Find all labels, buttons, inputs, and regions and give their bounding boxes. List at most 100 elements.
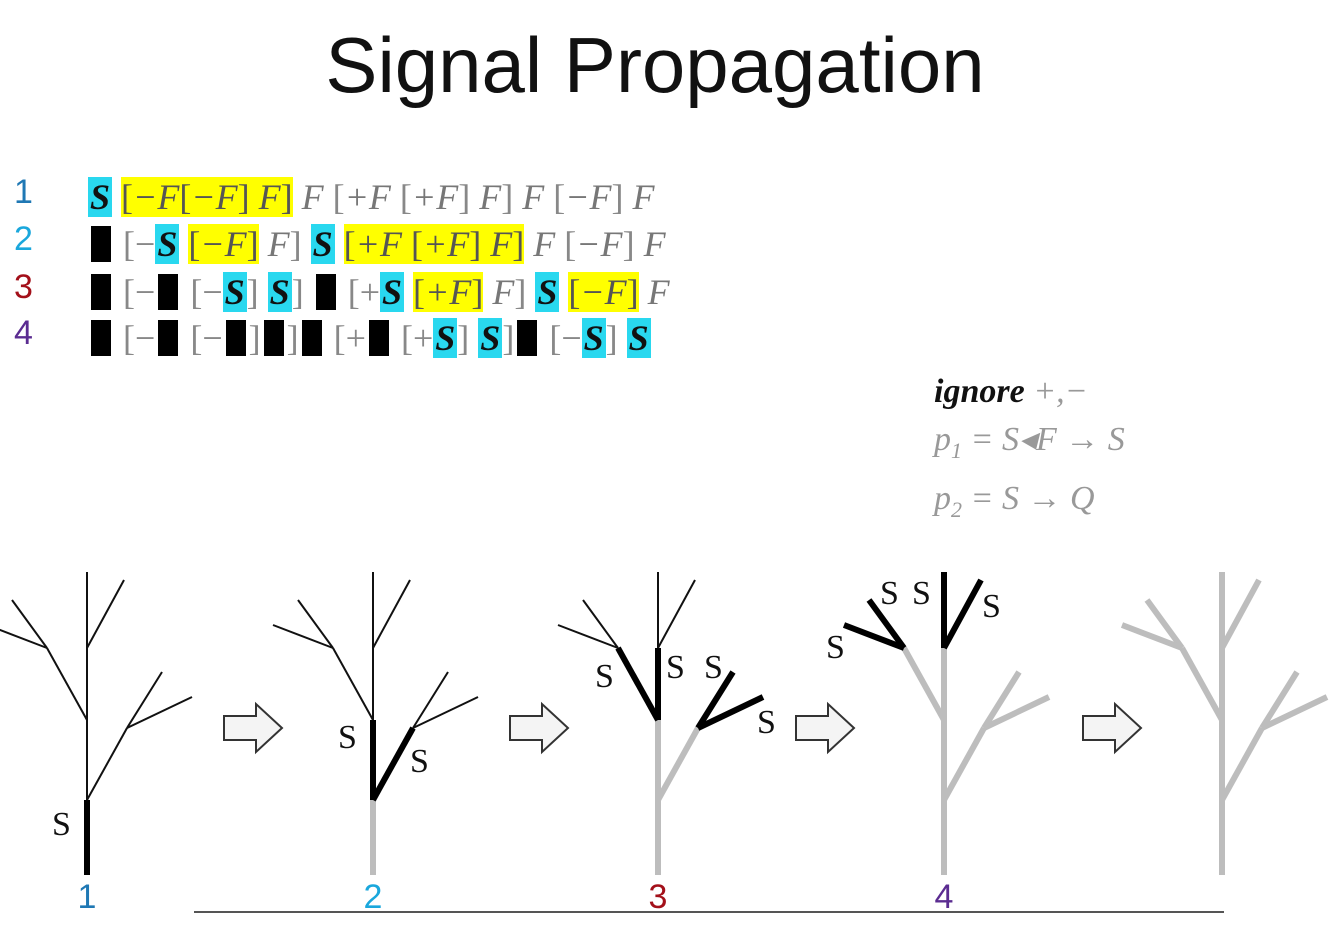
transition-arrow-icon (223, 701, 284, 755)
bracket-symbol: [ (401, 224, 423, 264)
branch-segment (412, 696, 479, 729)
highlight-group: [+F] (413, 272, 484, 312)
row-number: 1 (14, 173, 33, 211)
signal-symbol: S (88, 177, 113, 217)
quiescent-block (91, 274, 111, 310)
segment-symbol: −F (133, 177, 180, 217)
bracket-symbol: [ (544, 177, 566, 217)
bracket-symbol: [ (338, 272, 360, 312)
branch-segment (126, 696, 193, 729)
signal-label: S (704, 649, 723, 686)
branch-segment (11, 599, 48, 649)
branch-segment (866, 598, 907, 650)
bracket-symbol: ] (291, 272, 304, 312)
bracket-symbol: + (412, 318, 434, 358)
branch-segment (1219, 578, 1262, 650)
highlight-group: [−F[−F] F] (121, 177, 293, 217)
quiescent-block (158, 274, 179, 310)
segment-symbol: −F (576, 224, 623, 264)
highlight-group: [−F] (188, 224, 259, 264)
slide-title: Signal Propagation (325, 21, 985, 109)
quiescent-block (301, 320, 322, 356)
sequence-row: [− S [−F] F] S [+F [+F] F] F [−F] F (88, 222, 666, 266)
branch-segment (982, 694, 1051, 731)
branch-segment (696, 694, 765, 731)
segment-symbol: −F (580, 272, 627, 312)
branch-segment (272, 624, 334, 649)
bracket-symbol: ] (458, 177, 471, 217)
branch-segment (557, 624, 619, 649)
segment-symbol: +F (411, 177, 459, 217)
segment-symbol: +F (355, 224, 402, 264)
bracket-symbol: − (561, 318, 582, 358)
stage-number-label: 4 (935, 878, 954, 916)
segment-symbol: F (634, 224, 666, 264)
branch-segment (1179, 646, 1225, 722)
stage-number-label: 2 (364, 878, 383, 916)
rule-p1: p1 = S◂F → S (934, 421, 1125, 463)
ignore-keyword: ignore (934, 373, 1025, 410)
segment-symbol: F (292, 177, 324, 217)
branch-segment (842, 622, 906, 651)
branch-segment (46, 647, 88, 721)
branch-segment (370, 726, 416, 802)
branch-segment (1120, 622, 1184, 651)
bracket-symbol: − (202, 272, 223, 312)
bracket-symbol: [ (555, 224, 577, 264)
branch-segment (1219, 726, 1265, 802)
branch-segment (86, 727, 128, 801)
bracket-symbol: [ (343, 224, 356, 264)
bracket-symbol: ] (605, 318, 627, 358)
highlight-group: [+F [+F] F] (343, 224, 525, 264)
bracket-symbol: ] (246, 272, 268, 312)
production-rules: ignore +,− p1 = S◂F → S p2 = S → Q (934, 368, 1125, 534)
bracket-symbol: [ (114, 318, 135, 358)
quiescent-block (91, 226, 111, 262)
quiescent-block (368, 320, 389, 356)
segment-symbol: −F (191, 177, 238, 217)
signal-label: S (880, 575, 899, 612)
segment-symbol: F (638, 272, 670, 312)
branch-segment (1260, 694, 1329, 731)
branch-segment (615, 646, 661, 722)
signal-symbol: S (267, 272, 292, 312)
bracket-symbol: ] (469, 224, 482, 264)
branch-segment (126, 671, 163, 729)
branch-segment (0, 628, 48, 649)
bracket-symbol: ] (237, 177, 250, 217)
segment-symbol: −F (565, 177, 612, 217)
signal-label: S (757, 704, 776, 741)
bracket-symbol: ] (514, 272, 527, 312)
stage-number-label: 3 (649, 878, 668, 916)
quiescent-block (158, 320, 179, 356)
branch-segment (655, 726, 701, 802)
branch-segment (1144, 598, 1185, 650)
signal-symbol: S (380, 272, 405, 312)
bracket-symbol: + (359, 272, 380, 312)
bracket-symbol: [ (413, 272, 426, 312)
bracket-symbol: [ (114, 272, 135, 312)
row-number: 2 (14, 220, 33, 258)
segment-symbol: +F (425, 272, 472, 312)
ignore-rule: ignore +,− (934, 368, 1125, 416)
bracket-symbol: − (135, 224, 156, 264)
segment-symbol: −F (200, 224, 247, 264)
signal-symbol: S (626, 318, 651, 358)
row-number: 4 (14, 314, 33, 352)
bracket-symbol: [ (391, 318, 413, 358)
signal-label: S (666, 649, 685, 686)
signal-symbol: S (222, 272, 247, 312)
branch-segment (901, 646, 947, 722)
highlight-group: [−F] (568, 272, 639, 312)
bracket-symbol: [ (188, 224, 201, 264)
ignore-symbols: +,− (1024, 373, 1088, 410)
signal-symbol: S (155, 224, 180, 264)
bracket-symbol: [ (181, 318, 203, 358)
bracket-symbol: ] (457, 318, 479, 358)
rule-p2: p2 = S → Q (934, 479, 1095, 522)
bracket-symbol: [ (181, 272, 203, 312)
bracket-symbol: ] (512, 224, 525, 264)
branch-segment (297, 599, 334, 649)
transition-arrow-icon (795, 701, 856, 755)
